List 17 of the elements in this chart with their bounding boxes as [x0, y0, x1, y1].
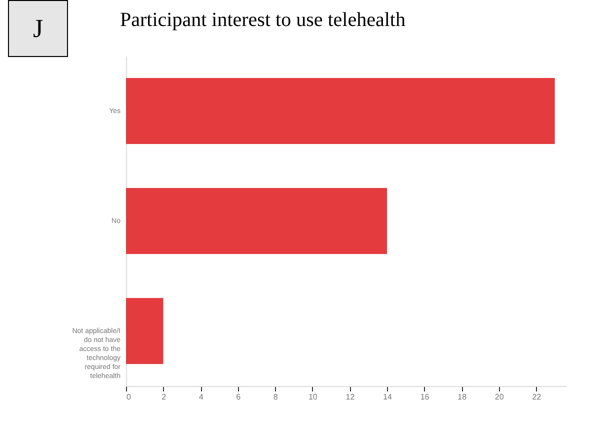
- x-tick-label: 4: [198, 392, 204, 402]
- bar: [126, 78, 555, 144]
- text: J: [8, 0, 68, 57]
- x-tick-label: 10: [308, 392, 318, 402]
- x-tick-label: 6: [236, 392, 242, 402]
- x-tick-label: 14: [383, 392, 393, 402]
- x-tick-label: 0: [126, 392, 132, 402]
- bar: [126, 188, 388, 254]
- x-tick-label: 8: [273, 392, 278, 402]
- x-tick-label: 20: [494, 392, 504, 402]
- x-tick-label: 12: [346, 392, 356, 402]
- x-tick-label: 18: [458, 392, 468, 402]
- chart-title: Participant interest to use telehealth: [120, 9, 406, 31]
- x-tick-label: 22: [532, 392, 542, 402]
- x-tick-label: 2: [162, 392, 167, 402]
- bar: [126, 298, 164, 364]
- x-tick-label: 16: [420, 392, 430, 402]
